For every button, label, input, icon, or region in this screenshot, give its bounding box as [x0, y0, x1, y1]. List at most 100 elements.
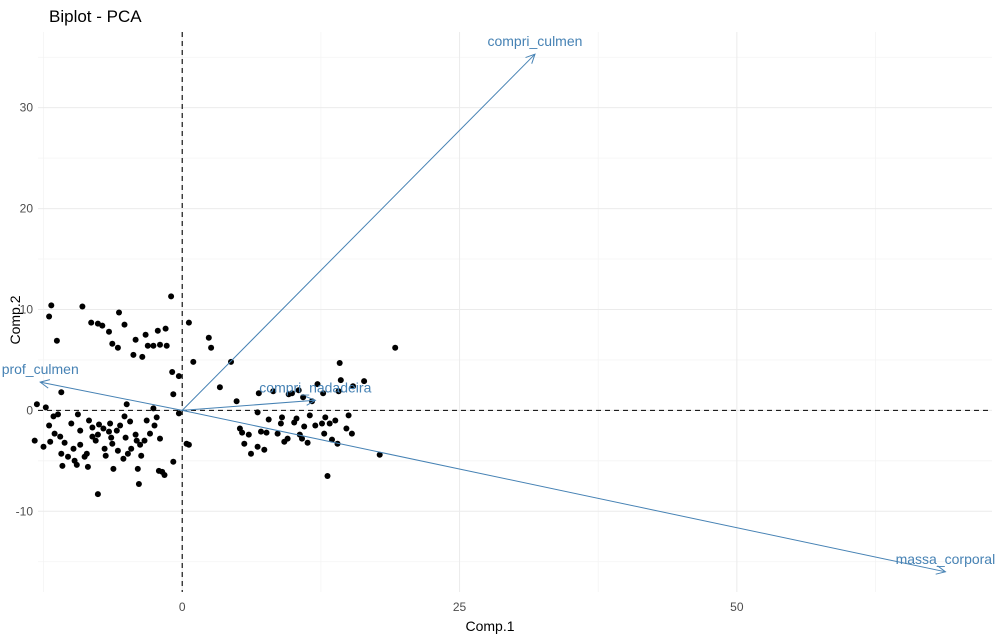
x-axis-title: Comp.1	[465, 618, 514, 634]
score-point	[101, 445, 108, 452]
score-point	[335, 388, 342, 395]
score-point	[336, 360, 343, 366]
score-point	[228, 358, 234, 365]
score-point	[92, 437, 99, 444]
score-point	[324, 473, 331, 479]
score-point	[128, 445, 135, 452]
score-point	[137, 441, 144, 448]
score-point	[150, 405, 157, 412]
score-point	[208, 344, 215, 351]
score-point	[304, 439, 311, 446]
score-point	[157, 435, 163, 442]
loading-label-compri_nadadeira: compri_nadadeira	[259, 379, 371, 395]
loading-label-prof_culmen: prof_culmen	[2, 361, 79, 377]
chart-title: Biplot - PCA	[49, 7, 142, 26]
score-point	[133, 437, 140, 444]
score-point	[138, 452, 145, 459]
score-point	[241, 440, 248, 447]
score-point	[46, 422, 53, 429]
loading-arrow-compri_nadadeira	[182, 399, 316, 411]
y-tick-label: 30	[20, 101, 34, 115]
score-point	[46, 313, 53, 320]
score-point	[175, 410, 182, 417]
score-point	[94, 431, 101, 438]
score-point	[295, 387, 302, 394]
score-point	[89, 433, 96, 440]
loading-arrowhead-compri_nadadeira	[305, 396, 317, 406]
score-point	[107, 420, 114, 427]
score-point	[239, 429, 246, 436]
score-point	[376, 451, 383, 458]
score-point	[274, 430, 281, 437]
x-tick-label: 25	[453, 600, 467, 614]
score-point	[289, 390, 295, 397]
y-tick-label: 10	[20, 302, 34, 316]
score-point	[185, 441, 192, 448]
score-point	[65, 453, 71, 460]
score-point	[143, 417, 150, 424]
score-point	[326, 420, 333, 427]
loading-arrowhead-prof_culmen	[39, 379, 51, 389]
score-point	[79, 303, 86, 310]
score-point	[254, 409, 261, 416]
score-point	[312, 422, 319, 429]
y-tick-label: -10	[16, 504, 34, 518]
score-point	[132, 336, 139, 343]
score-point	[58, 450, 65, 457]
score-points	[31, 293, 399, 498]
score-point	[114, 344, 121, 351]
score-point	[100, 425, 107, 432]
y-tick-label: 20	[20, 202, 34, 216]
score-point	[109, 340, 116, 347]
score-point	[61, 439, 68, 446]
score-point	[106, 328, 112, 335]
score-point	[134, 465, 141, 472]
score-point	[300, 394, 307, 401]
score-point	[47, 438, 54, 445]
score-point	[332, 417, 339, 424]
loading-arrow-massa_corporal	[182, 409, 946, 573]
score-point	[319, 420, 325, 427]
score-point	[58, 389, 65, 396]
score-point	[48, 302, 55, 309]
score-point	[74, 411, 81, 418]
loading-label-compri_culmen: compri_culmen	[487, 33, 582, 49]
score-point	[320, 390, 327, 397]
score-point	[248, 450, 254, 457]
score-point	[89, 424, 96, 431]
score-point	[144, 342, 151, 349]
score-point	[121, 321, 128, 328]
score-point	[73, 461, 80, 468]
score-point	[124, 450, 131, 457]
y-axis-ticks: -10 0 10 20 30	[16, 101, 34, 519]
score-point	[258, 428, 264, 435]
score-point	[168, 293, 175, 300]
score-point	[122, 434, 129, 441]
score-point	[77, 441, 84, 448]
score-point	[175, 373, 182, 380]
score-point	[329, 436, 335, 443]
score-point	[345, 412, 352, 419]
score-point	[157, 341, 163, 348]
loading-arrowhead-massa_corporal	[935, 565, 947, 575]
score-point	[127, 418, 134, 425]
score-point	[40, 443, 47, 450]
score-point	[170, 458, 177, 465]
score-point	[31, 437, 38, 444]
score-point	[99, 322, 106, 329]
score-point	[106, 428, 112, 435]
score-point	[96, 421, 102, 428]
score-point	[50, 413, 57, 420]
score-point	[55, 411, 61, 418]
score-point	[142, 331, 149, 338]
score-point	[154, 327, 161, 334]
score-point	[284, 435, 291, 442]
score-point	[109, 440, 116, 447]
score-point	[88, 319, 95, 326]
score-point	[139, 353, 146, 360]
score-point	[110, 465, 117, 472]
score-point	[205, 334, 212, 341]
score-point	[130, 351, 137, 358]
score-point	[361, 378, 368, 385]
score-point	[185, 319, 192, 326]
